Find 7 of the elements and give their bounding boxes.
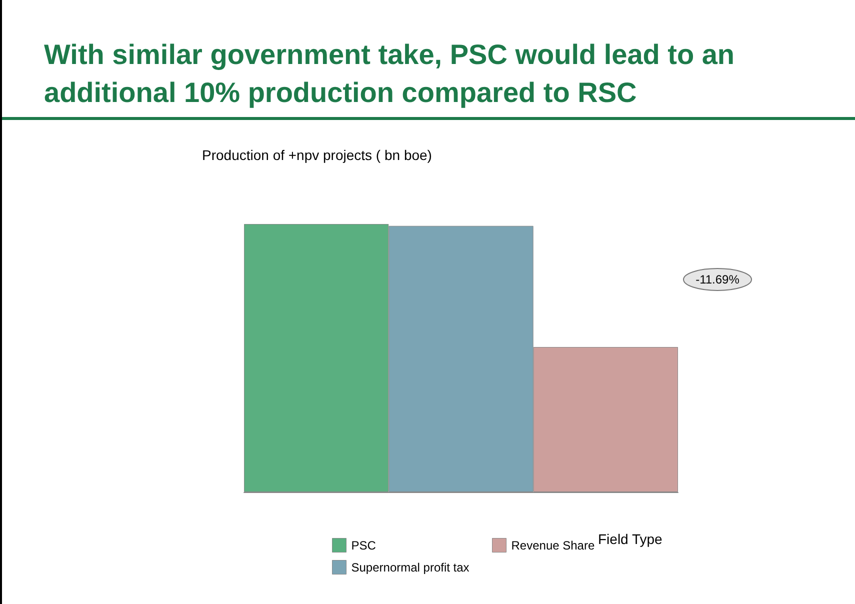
x-axis-title: Field Type [598, 531, 663, 547]
chart-title: With similar government take, PSC would lead to an additional 10% production compared to RSC [44, 38, 736, 110]
text: -11.69% [696, 272, 740, 286]
y-axis-title: Production of +npv projects ( bn boe) [202, 147, 432, 163]
legend-label: Supernormal profit tax [351, 560, 470, 574]
legend-label: Revenue Share [511, 538, 595, 552]
legend-label: PSC [351, 538, 376, 552]
